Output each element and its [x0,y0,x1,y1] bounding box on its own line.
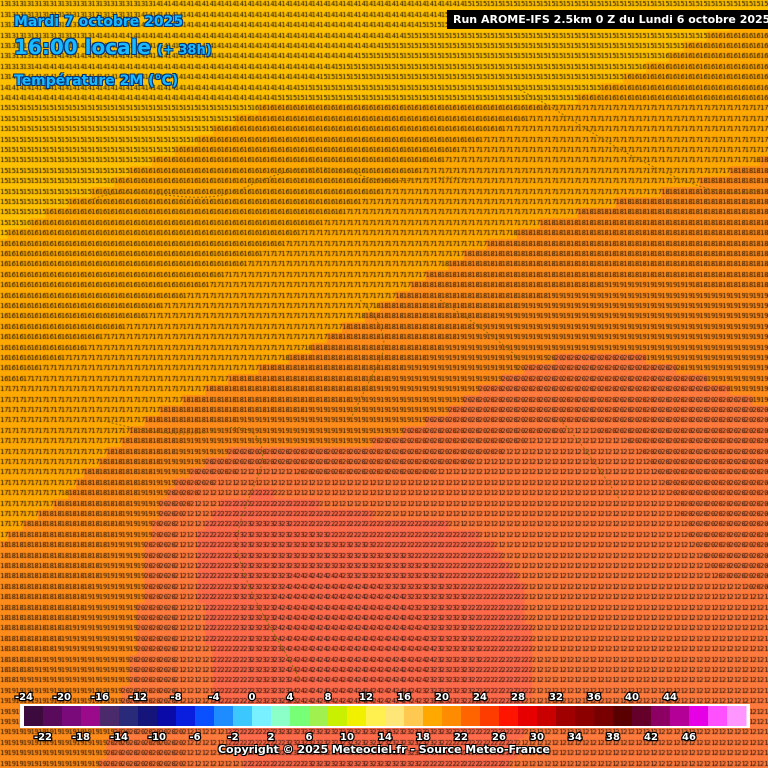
legend-label-top: 8 [325,692,332,703]
legend-swatch [195,706,215,726]
legend-label-bottom: -6 [189,732,200,743]
legend-swatch [537,706,557,726]
legend-label-bottom: -22 [34,732,52,743]
legend-swatch [81,706,101,726]
legend-swatch [518,706,538,726]
legend-label-top: 28 [511,692,525,703]
legend-label-top: 24 [473,692,487,703]
legend-label-bottom: -18 [72,732,90,743]
legend-label-top: -16 [91,692,109,703]
legend-swatch [328,706,348,726]
legend-label-bottom: 10 [340,732,354,743]
legend-swatch [556,706,576,726]
legend-label-top: 16 [397,692,411,703]
legend-swatch [176,706,196,726]
legend-label-top: 0 [249,692,256,703]
legend-swatch [670,706,690,726]
legend-label-bottom: 42 [644,732,658,743]
forecast-step: (+ 38h) [157,43,212,58]
legend-swatch [138,706,158,726]
legend-label-top: 36 [587,692,601,703]
legend-swatch [689,706,709,726]
legend-swatch [252,706,272,726]
legend-label-top: -20 [53,692,71,703]
legend-swatch [442,706,462,726]
legend-label-bottom: -2 [227,732,238,743]
legend-swatch [366,706,386,726]
color-legend: -24 -20 -16 -12 -8 -4 0 4 8 12 16 20 24 28 32 36 40 44-22… [14,691,750,744]
legend-swatch [233,706,253,726]
legend-swatch [404,706,424,726]
legend-label-top: -4 [208,692,219,703]
legend-swatch [24,706,44,726]
legend-swatch [43,706,63,726]
legend-label-bottom: 6 [306,732,313,743]
legend-label-bottom: 34 [568,732,582,743]
legend-swatch [499,706,519,726]
legend-swatch [727,706,747,726]
legend-label-bottom: -14 [110,732,128,743]
legend-label-top: 32 [549,692,563,703]
forecast-time-label: 16:00 locale [14,35,151,59]
legend-swatch [62,706,82,726]
legend-label-top: 4 [287,692,294,703]
legend-label-top: -12 [129,692,147,703]
legend-label-top: 12 [359,692,373,703]
legend-swatch [594,706,614,726]
legend-swatch [309,706,329,726]
legend-swatch [100,706,120,726]
parameter-title: Température 2M (°C) [14,73,179,89]
legend-swatch [632,706,652,726]
forecast-time: 16:00 locale (+ 38h) [14,35,212,59]
legend-label-top: 20 [435,692,449,703]
legend-label-bottom: 14 [378,732,392,743]
copyright-text: Copyright © 2025 Meteociel.fr - Source M… [217,743,551,756]
legend-swatch [290,706,310,726]
legend-swatch [423,706,443,726]
legend-swatch [613,706,633,726]
legend-label-bottom: 18 [416,732,430,743]
legend-label-bottom: 46 [682,732,696,743]
legend-label-bottom: 38 [606,732,620,743]
legend-swatch [157,706,177,726]
legend-label-bottom: 30 [530,732,544,743]
legend-label-bottom: 22 [454,732,468,743]
legend-label-bottom: 2 [268,732,275,743]
legend-swatch [651,706,671,726]
legend-swatch [708,706,728,726]
legend-swatch [575,706,595,726]
legend-label-bottom: -10 [148,732,166,743]
legend-swatch [271,706,291,726]
legend-swatch [385,706,405,726]
legend-label-top: 40 [625,692,639,703]
legend-swatch [347,706,367,726]
legend-label-top: -8 [170,692,181,703]
legend-swatch [214,706,234,726]
legend-swatch [461,706,481,726]
legend-swatch [119,706,139,726]
legend-swatch [480,706,500,726]
legend-label-top: -24 [15,692,33,703]
forecast-date: Mardi 7 octobre 2025 [14,14,184,30]
run-info-label: Run AROME-IFS 2.5km 0 Z du Lundi 6 octob… [447,10,768,29]
legend-label-top: 44 [663,692,677,703]
legend-label-bottom: 26 [492,732,506,743]
